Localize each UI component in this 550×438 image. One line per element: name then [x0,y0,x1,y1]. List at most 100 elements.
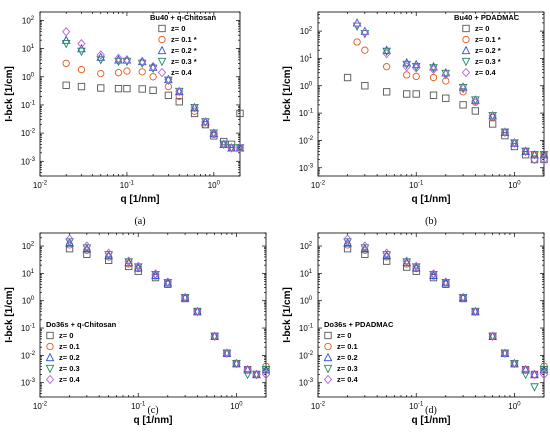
data-point [510,359,519,369]
data-point [243,364,252,375]
legend-marker [324,331,332,340]
data-point [96,50,105,60]
y-tick-label: 100 [300,296,313,306]
data-point [530,369,539,379]
data-point [163,278,173,288]
data-point [530,151,539,160]
legend-label: z= 0.4 [171,68,192,77]
data-point [471,107,479,115]
series-1 [343,73,548,164]
y-axis-label: I-bck [1/cm] [4,287,15,343]
legend-marker [323,374,333,385]
legend: Bu40 + q-Chitosan z= 0 z= 0.1 * z= 0.2 * z= … [150,13,216,78]
data-point [382,45,391,54]
data-point [458,293,468,303]
data-point [471,306,480,317]
data-point [180,292,190,303]
data-point [235,143,245,153]
data-point [352,19,362,29]
data-point [488,120,497,128]
y-tick-label: 10-2 [299,351,314,361]
chart-panel-1: 10-2 10-1 100 10-3 10-2 10-1 100 101 102 q [1/nm]… [4,11,245,227]
series-3 [352,18,549,159]
data-point [114,84,123,93]
data-point [235,144,245,153]
series-2 [62,59,244,152]
data-point [149,86,157,95]
x-tick-label: 100 [208,181,221,191]
series-2 [343,241,548,379]
data-point [382,248,391,258]
data-point [243,370,252,380]
y-tick-label: 10-1 [299,109,314,119]
legend-label: z= 0.4 [475,68,496,77]
data-point [429,61,438,71]
data-point [441,277,450,287]
legend-label: z= 0.2 * [475,46,501,55]
legend-marker [323,352,333,362]
x-tick-label: 10-1 [409,181,424,191]
legend-marker [46,342,54,351]
data-point [429,270,438,280]
legend-marker [462,35,470,44]
y-axis-label: I-bck [1/cm] [282,287,293,343]
data-point [261,366,271,375]
legend-title: Bu40 + PDADMAC [454,13,520,22]
x-tick-label: 10-2 [33,402,48,412]
legend-label: z= 0.1 * [475,35,501,44]
data-point [402,256,411,266]
data-point [114,57,123,67]
data-point [62,26,71,37]
x-tick-label: 100 [230,402,243,412]
data-point [412,63,421,73]
x-tick-label: 10-2 [311,402,326,412]
legend-label: z= 0.1 [337,342,358,351]
data-point [123,84,131,93]
data-point [429,64,438,74]
data-point [402,258,412,267]
data-point [175,86,184,97]
series-3 [65,238,271,379]
x-tick-label: 10-2 [33,181,48,191]
data-point [488,332,497,342]
series-4 [352,22,549,160]
data-point [539,154,549,165]
data-point [510,139,519,148]
data-point [343,73,352,82]
legend-marker [45,374,55,385]
y-tick-label: 102 [22,16,35,26]
data-point [243,364,252,374]
data-point [77,82,86,91]
data-point [458,83,468,94]
legend-label: z= 0 [337,331,351,340]
legend-label: z= 0.2 [337,353,358,362]
y-tick-label: 10-3 [299,378,314,388]
legend: Do36s + PDADMAC z= 0 z= 0.1 z= 0.2 z= 0.3 z= … [323,320,394,385]
data-point [510,358,519,369]
data-point [471,307,480,317]
data-point [222,349,232,358]
data-point [403,90,411,98]
y-tick-label: 101 [22,44,35,54]
x-tick-label: 10-1 [120,181,135,191]
data-point [175,98,183,106]
data-point [383,253,391,261]
data-point [61,40,71,49]
data-point [193,306,202,317]
x-axis-label: q [1/nm] [134,415,173,426]
data-point [429,91,438,99]
data-point [97,84,105,92]
legend-label: z= 0.2 [59,353,80,362]
series-5 [343,234,549,380]
legend-title: Do36s + PDADMAC [324,320,394,329]
data-point [521,147,530,157]
data-point [353,38,361,46]
data-point [442,94,450,102]
data-point [360,241,369,251]
y-tick-label: 101 [22,269,35,279]
legend-title: Bu40 + q-Chitosan [150,13,216,22]
series-2 [65,241,270,379]
legend-label: z= 0 [475,24,489,33]
legend-label: z= 0.4 [59,375,80,384]
series-3 [343,238,549,379]
